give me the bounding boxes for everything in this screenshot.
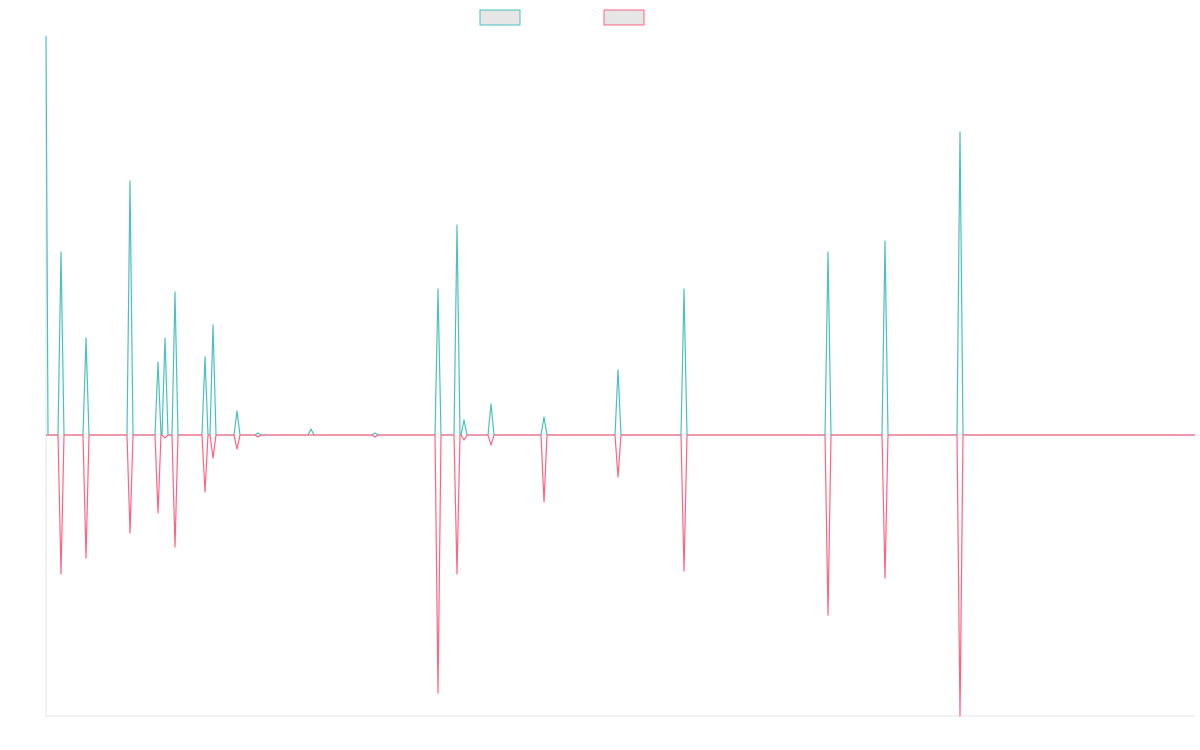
legend-swatch[interactable] [603, 9, 645, 26]
legend-swatch[interactable] [479, 9, 521, 26]
series-line [45, 35, 1195, 436]
series-line [46, 434, 1195, 717]
